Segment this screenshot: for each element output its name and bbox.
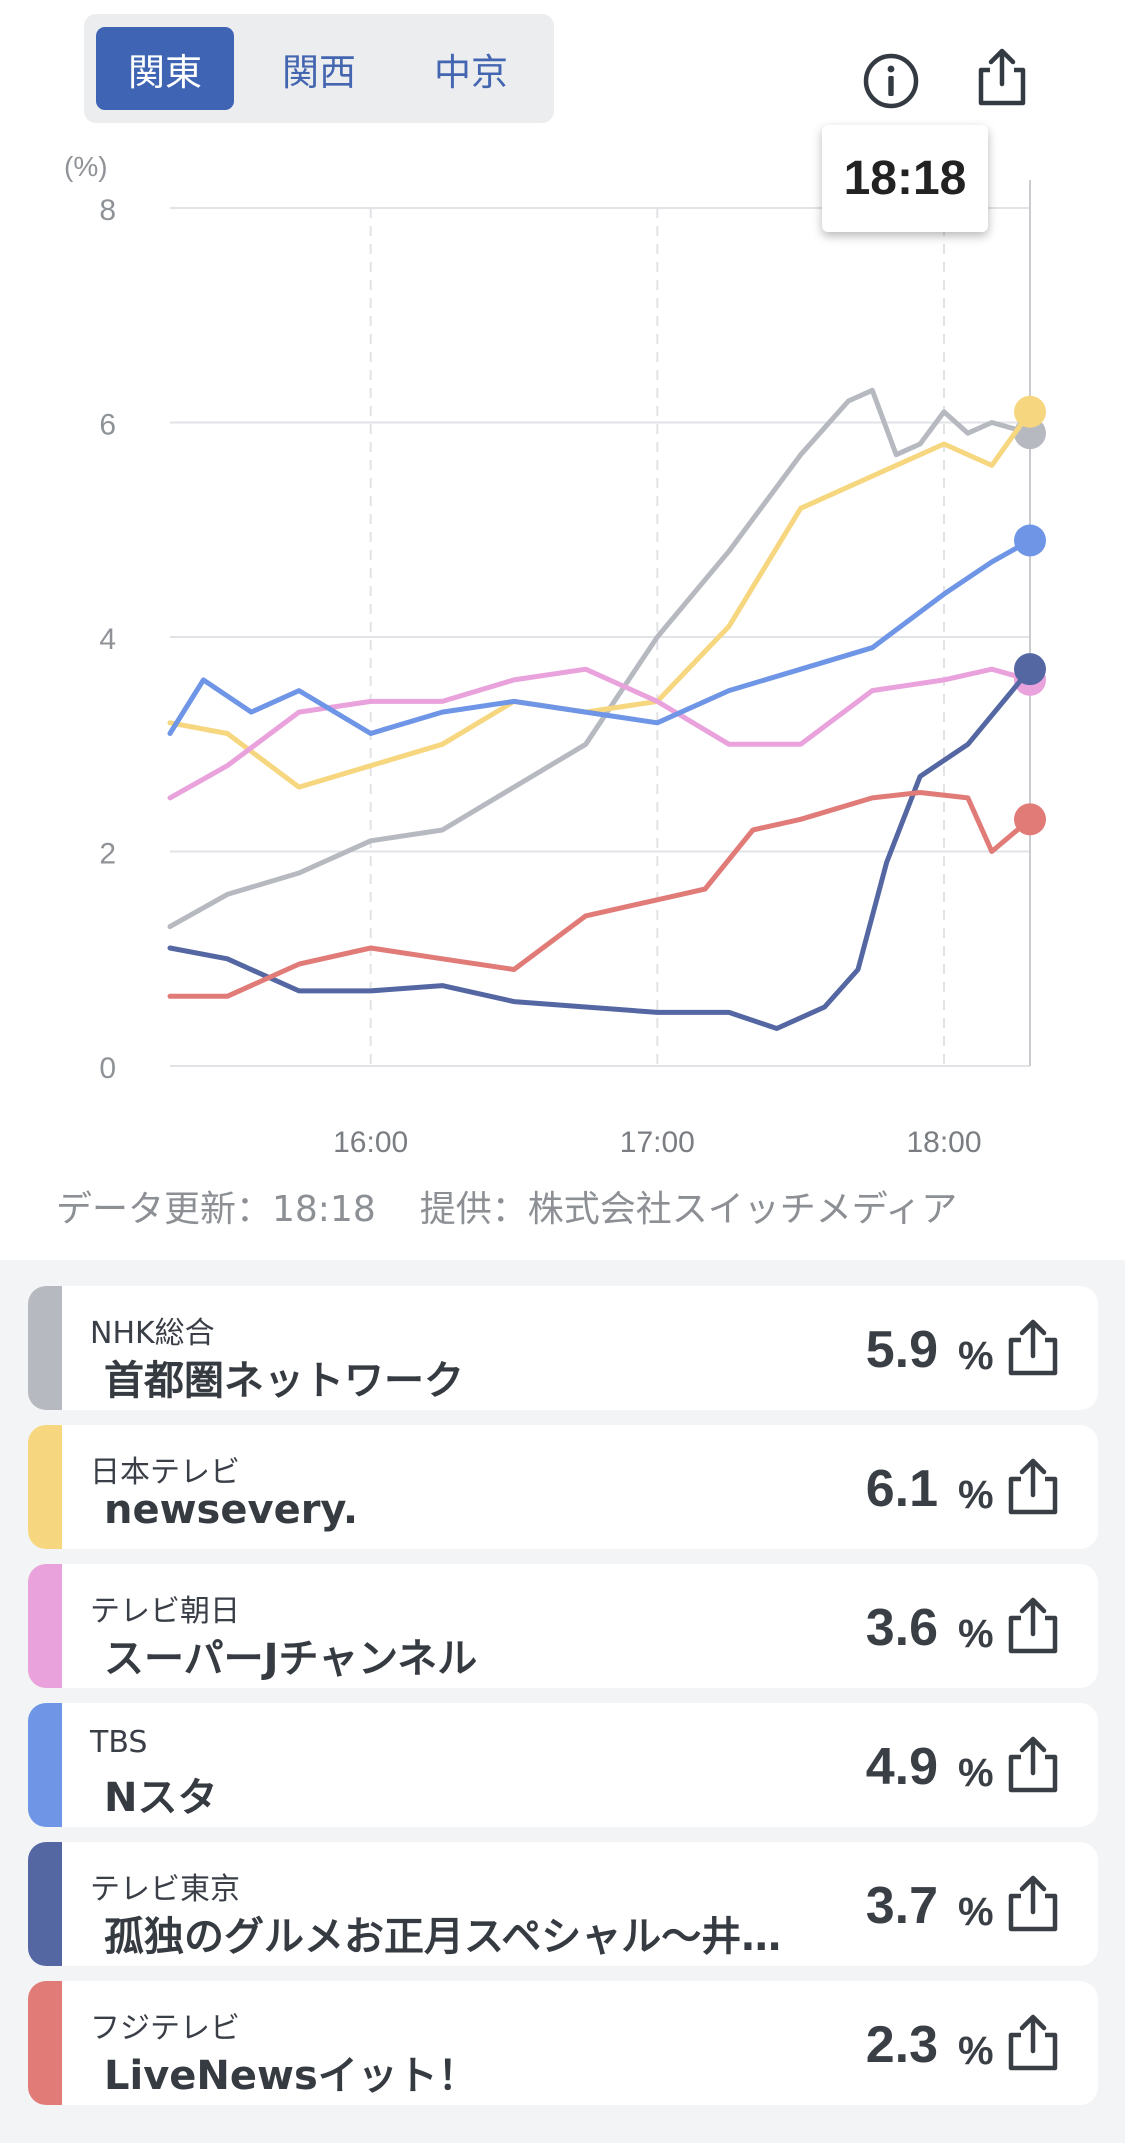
rating-unit: % bbox=[958, 1751, 994, 1795]
data-footnote: データ更新：18:18 提供：株式会社スイッチメディア bbox=[56, 1180, 1001, 1232]
channel-color-stripe bbox=[28, 1564, 62, 1688]
channel-color-stripe bbox=[28, 1842, 62, 1966]
viewing-rate-line-chart: 0 2 4 6 8 (%) 16:00 17:00 18:00 bbox=[64, 151, 1046, 1159]
series-line-6 bbox=[167, 790, 1033, 999]
y-tick-label: 0 bbox=[99, 1052, 116, 1085]
rating-unit: % bbox=[958, 1890, 994, 1934]
time-tooltip: 18:18 bbox=[822, 125, 988, 232]
channel-card-fuji[interactable]: フジテレビ LiveNewsイット！ 2.3 % bbox=[28, 1981, 1098, 2105]
channel-color-stripe bbox=[28, 1286, 62, 1410]
update-time-label: データ更新：18:18 bbox=[56, 1189, 376, 1230]
rating-unit: % bbox=[958, 1612, 994, 1656]
info-icon[interactable] bbox=[862, 52, 920, 110]
program-title: Nスタ bbox=[104, 1775, 218, 1821]
provider-label: 提供：株式会社スイッチメディア bbox=[419, 1189, 958, 1230]
channel-name: テレビ東京 bbox=[90, 1872, 240, 1907]
tab-chukyo[interactable]: 中京 bbox=[434, 50, 508, 94]
chart-grid bbox=[170, 207, 1030, 1067]
share-icon[interactable] bbox=[1002, 1872, 1064, 1934]
share-icon[interactable] bbox=[1002, 1316, 1064, 1378]
rating-unit: % bbox=[958, 2029, 994, 2073]
share-icon[interactable] bbox=[1002, 1733, 1064, 1795]
rating-unit: % bbox=[958, 1473, 994, 1517]
share-icon[interactable] bbox=[1002, 1455, 1064, 1517]
channel-name: NHK総合 bbox=[90, 1316, 215, 1351]
channel-name: テレビ朝日 bbox=[90, 1594, 240, 1629]
channel-card-tbs[interactable]: TBS Nスタ 4.9 % bbox=[28, 1703, 1098, 1827]
tab-kanto[interactable]: 関東 bbox=[96, 27, 234, 110]
series-end-dot-6 bbox=[1014, 803, 1046, 836]
channel-name: フジテレビ bbox=[90, 2011, 240, 2046]
series-end-dot-4 bbox=[1014, 524, 1046, 557]
rating-value: 6.1 bbox=[865, 1460, 938, 1518]
x-tick-label: 17:00 bbox=[620, 1126, 695, 1159]
series-line-4 bbox=[167, 538, 1033, 736]
rating-value: 2.3 bbox=[865, 2016, 938, 2074]
program-title: 首都圏ネットワーク bbox=[104, 1358, 464, 1404]
y-tick-label: 2 bbox=[99, 838, 116, 871]
program-title: newsevery. bbox=[104, 1487, 359, 1533]
rating-value: 4.9 bbox=[865, 1738, 938, 1796]
series-line-3 bbox=[167, 666, 1033, 801]
y-tick-label: 6 bbox=[99, 409, 116, 442]
channel-card-tv-tokyo[interactable]: テレビ東京 孤独のグルメお正月スペシャル～井… 3.7 % bbox=[28, 1842, 1098, 1966]
channel-card-nhk[interactable]: NHK総合 首都圏ネットワーク 5.9 % bbox=[28, 1286, 1098, 1410]
channel-name: TBS bbox=[90, 1725, 148, 1760]
rating-unit: % bbox=[958, 1334, 994, 1378]
y-axis-label: (%) bbox=[64, 151, 108, 182]
channel-color-stripe bbox=[28, 1425, 62, 1549]
channel-card-ntv[interactable]: 日本テレビ newsevery. 6.1 % bbox=[28, 1425, 1098, 1549]
y-tick-label: 4 bbox=[99, 623, 116, 656]
series-end-dot-5 bbox=[1014, 653, 1046, 686]
rating-value: 3.7 bbox=[865, 1877, 938, 1935]
x-tick-label: 16:00 bbox=[333, 1126, 408, 1159]
channel-list: NHK総合 首都圏ネットワーク 5.9 % 日本テレビ newsevery. 6… bbox=[0, 1260, 1125, 2143]
program-title: LiveNewsイット！ bbox=[104, 2053, 478, 2099]
channel-color-stripe bbox=[28, 1703, 62, 1827]
program-title: 孤独のグルメお正月スペシャル～井… bbox=[104, 1914, 782, 1960]
rating-value: 5.9 bbox=[865, 1321, 938, 1379]
share-icon[interactable] bbox=[1002, 2011, 1064, 2073]
series-line-2 bbox=[167, 409, 1033, 790]
rating-value: 3.6 bbox=[865, 1599, 938, 1657]
series-line-1 bbox=[167, 387, 1033, 930]
region-segmented-control: 関東 関西 中京 bbox=[84, 14, 554, 123]
channel-card-tv-asahi[interactable]: テレビ朝日 スーパーJチャンネル 3.6 % bbox=[28, 1564, 1098, 1688]
channel-color-stripe bbox=[28, 1981, 62, 2105]
share-icon[interactable] bbox=[972, 46, 1032, 108]
channel-name: 日本テレビ bbox=[90, 1455, 240, 1490]
series-end-dot-2 bbox=[1014, 395, 1046, 428]
share-icon[interactable] bbox=[1002, 1594, 1064, 1656]
program-title: スーパーJチャンネル bbox=[104, 1636, 478, 1682]
series-line-5 bbox=[167, 666, 1033, 1031]
tab-kansai[interactable]: 関西 bbox=[282, 50, 356, 94]
x-tick-label: 18:00 bbox=[906, 1126, 981, 1159]
y-tick-label: 8 bbox=[99, 194, 116, 227]
chart-panel: 関東 関西 中京 0 2 4 6 8 (%) 16:00 17:00 18:00 18:18 デ… bbox=[56, 14, 1046, 1232]
